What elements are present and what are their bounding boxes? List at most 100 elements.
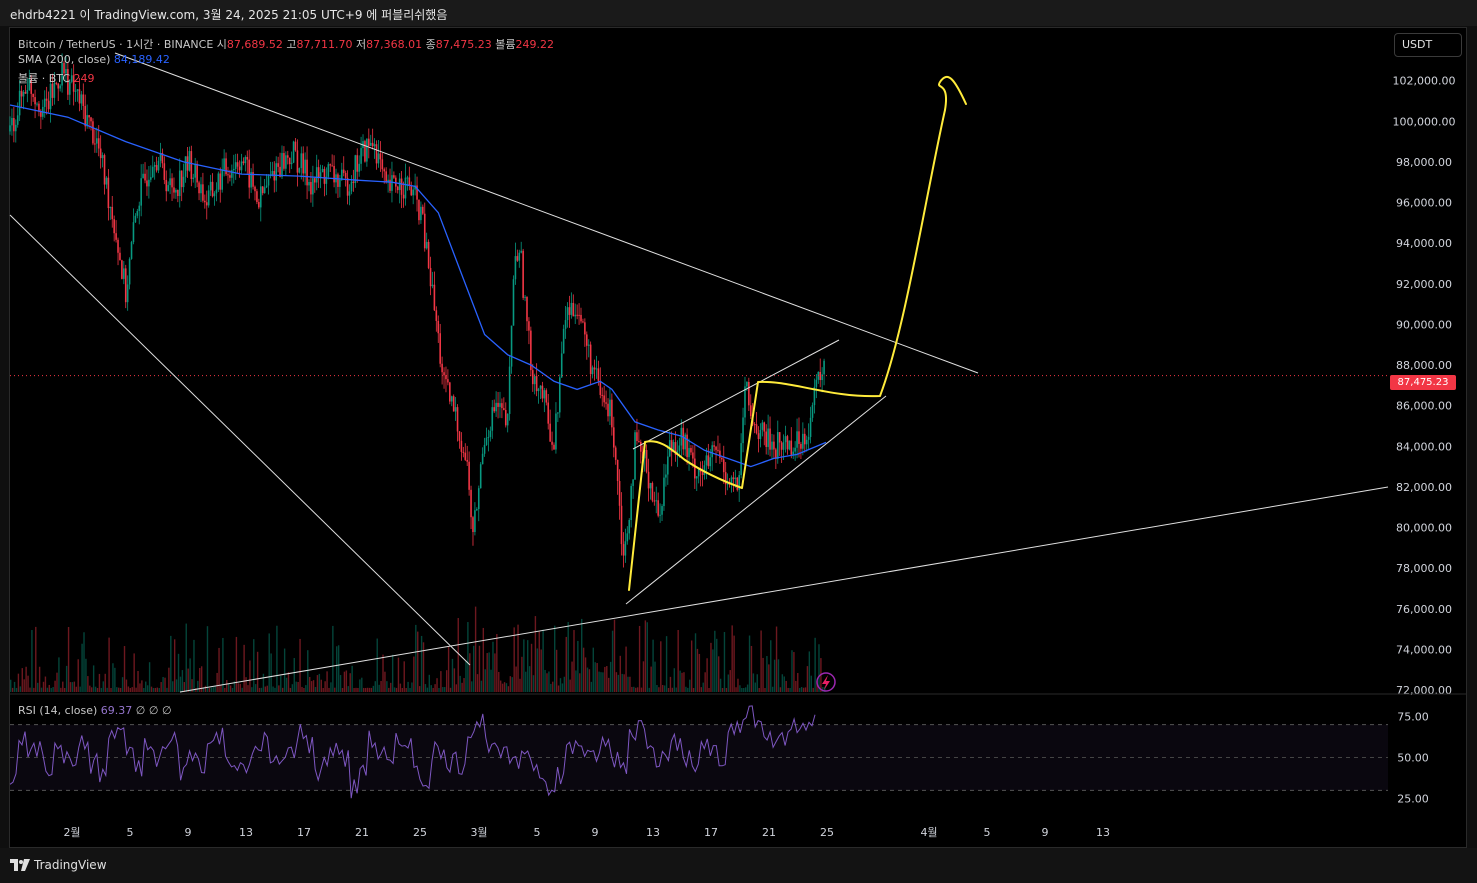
candle-body: [445, 375, 447, 380]
volume-bar: [108, 637, 110, 692]
candle-body: [410, 186, 413, 196]
volume-bar: [505, 683, 508, 692]
candle-body: [221, 169, 223, 190]
candle-body: [566, 307, 569, 321]
currency-button[interactable]: USDT: [1394, 33, 1462, 57]
volume-bar: [739, 685, 741, 692]
projection-path: [628, 76, 967, 591]
volume-bar: [200, 666, 203, 692]
tradingview-logo[interactable]: TradingView: [10, 858, 107, 872]
time-axis-label: 17: [297, 826, 311, 839]
candle-body: [86, 115, 88, 127]
volume-bar: [222, 637, 224, 692]
volume-bar: [451, 658, 454, 692]
candle-body: [323, 168, 326, 184]
time-axis-label: 9: [592, 826, 599, 839]
trendline-support: [179, 486, 1389, 693]
candle-body: [613, 427, 615, 448]
volume-bar: [824, 686, 826, 692]
candle-body: [485, 437, 488, 445]
candle-body: [69, 81, 71, 95]
candle-body: [406, 177, 409, 179]
volume-bar: [260, 687, 263, 692]
volume-bar: [494, 653, 496, 692]
legend-high-label: 고: [286, 38, 297, 51]
volume-bar: [465, 661, 467, 692]
volume-bar: [73, 681, 76, 692]
candle-body: [348, 191, 351, 196]
time-axis-label: 21: [355, 826, 369, 839]
volume-bar: [814, 637, 816, 692]
volume-bar: [336, 646, 338, 692]
volume-bar: [555, 649, 558, 692]
candle-body: [555, 413, 557, 450]
candle-body: [686, 434, 688, 458]
candle-body: [207, 190, 210, 206]
lightning-icon: [822, 675, 830, 690]
volume-bar: [291, 684, 294, 692]
candle-body: [352, 181, 355, 183]
legend-symbol[interactable]: Bitcoin / TetherUS · 1시간 · BINANCE: [18, 38, 214, 51]
candle-body: [24, 91, 27, 94]
legend-volume-row[interactable]: 볼륨 · BTC 249: [18, 70, 95, 86]
volume-bar: [424, 684, 427, 692]
candle-body: [771, 441, 773, 450]
time-axis-label: 4월: [920, 826, 937, 839]
candle-body: [470, 489, 472, 518]
volume-bar: [384, 671, 386, 692]
volume-bar: [422, 642, 425, 692]
volume-bar: [770, 640, 772, 692]
volume-bar: [212, 687, 214, 692]
volume-bar: [594, 662, 596, 692]
candle-body: [290, 162, 293, 165]
volume-bar: [496, 633, 498, 692]
candle-body: [416, 185, 418, 200]
candle-body: [526, 296, 528, 322]
volume-bar: [224, 687, 226, 692]
volume-bar: [613, 619, 616, 692]
volume-bar: [463, 678, 465, 692]
price-axis-label: 94,000.00: [1396, 237, 1452, 250]
legend-sma-row[interactable]: SMA (200, close) 84,189.42: [18, 53, 170, 66]
volume-bar: [399, 683, 402, 692]
volume-bar: [430, 685, 432, 692]
candle-body: [215, 189, 218, 194]
volume-bar: [145, 681, 147, 692]
candle-body: [252, 172, 254, 187]
candle-body: [605, 402, 607, 404]
candle-body: [576, 314, 578, 316]
candle-body: [450, 396, 453, 402]
volume-bar: [766, 656, 768, 692]
volume-bar: [27, 675, 29, 692]
candle-body: [377, 153, 380, 164]
chart-frame[interactable]: [9, 27, 1467, 848]
volume-bar: [798, 687, 801, 692]
candle-body: [45, 98, 48, 101]
volume-bar: [349, 673, 351, 692]
price-axis-label: 88,000.00: [1396, 359, 1452, 372]
candle-body: [697, 468, 700, 477]
candle-body: [144, 173, 146, 181]
volume-bar: [81, 643, 83, 692]
candle-body: [146, 180, 148, 187]
candle-body: [395, 177, 397, 187]
volume-bar: [44, 676, 47, 692]
volume-bar: [353, 687, 355, 692]
candle-body: [813, 386, 816, 406]
volume-bar: [746, 684, 749, 692]
candle-body: [306, 159, 308, 186]
candle-body: [123, 268, 125, 279]
candle-body: [148, 179, 150, 187]
volume-bar: [67, 626, 70, 692]
legend-ohlc-row: Bitcoin / TetherUS · 1시간 · BINANCE 시87,6…: [18, 36, 554, 52]
candle-body: [244, 156, 247, 164]
volume-bar: [609, 661, 612, 692]
time-axis-label: 25: [413, 826, 427, 839]
candle-body: [688, 448, 690, 458]
candle-body: [528, 321, 530, 331]
volume-bar: [62, 681, 64, 692]
candle-body: [717, 449, 719, 451]
candle-body: [649, 482, 652, 489]
legend-rsi-row[interactable]: RSI (14, close) 69.37 ∅ ∅ ∅: [18, 704, 172, 717]
